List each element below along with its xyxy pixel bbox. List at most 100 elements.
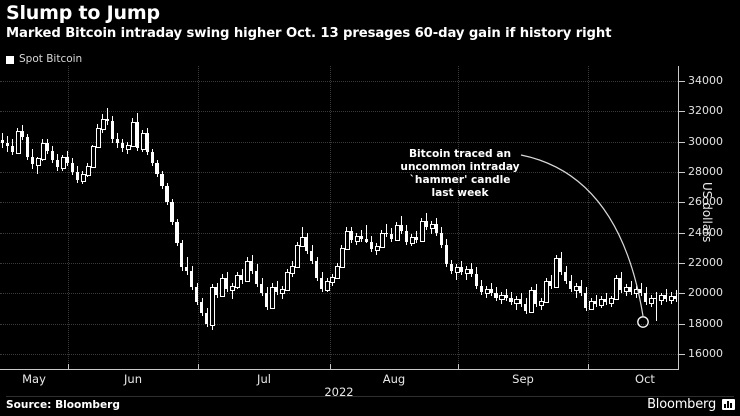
candle-body[interactable]: [429, 223, 435, 229]
candle-body[interactable]: [474, 273, 478, 286]
candle-body[interactable]: [165, 185, 169, 203]
candle-body[interactable]: [45, 143, 49, 151]
candle-body[interactable]: [160, 173, 164, 186]
candle-body[interactable]: [394, 225, 400, 241]
candle-body[interactable]: [280, 288, 286, 294]
candle-body[interactable]: [569, 281, 573, 289]
candle-body[interactable]: [50, 150, 54, 160]
candle-body[interactable]: [444, 244, 448, 265]
candle-body[interactable]: [649, 297, 655, 305]
candle-body[interactable]: [295, 244, 301, 268]
candle-body[interactable]: [210, 287, 216, 326]
candle-body[interactable]: [639, 288, 643, 294]
candle-body[interactable]: [125, 144, 131, 150]
candle-body[interactable]: [594, 300, 598, 304]
candle-body[interactable]: [469, 269, 473, 274]
candle-body[interactable]: [35, 158, 41, 167]
candle-body[interactable]: [85, 165, 91, 176]
candle-body[interactable]: [270, 287, 276, 309]
candle-body[interactable]: [150, 152, 154, 163]
candle-body[interactable]: [619, 278, 623, 291]
candle-body[interactable]: [364, 238, 368, 242]
candle-body[interactable]: [514, 299, 520, 305]
candle-body[interactable]: [65, 156, 69, 163]
candle-body[interactable]: [320, 278, 324, 289]
candle-body[interactable]: [205, 312, 209, 324]
candle-body[interactable]: [479, 285, 483, 292]
candle-body[interactable]: [30, 156, 34, 165]
candle-body[interactable]: [374, 246, 380, 252]
candle-body[interactable]: [344, 231, 350, 250]
candle-body[interactable]: [260, 284, 264, 294]
candle-body[interactable]: [75, 172, 79, 180]
candle-body[interactable]: [654, 297, 658, 300]
candle-body[interactable]: [80, 173, 86, 182]
candle-body[interactable]: [195, 287, 199, 303]
candle-body[interactable]: [140, 132, 146, 150]
candle-body[interactable]: [120, 143, 124, 148]
chart-legend[interactable]: Spot Bitcoin: [6, 54, 82, 65]
candle-body[interactable]: [60, 156, 66, 170]
candle-body[interactable]: [604, 299, 608, 303]
candle-body[interactable]: [439, 232, 443, 245]
candle-body[interactable]: [275, 287, 279, 292]
candle-body[interactable]: [324, 281, 331, 291]
candle-body[interactable]: [170, 202, 174, 223]
candle-body[interactable]: [135, 122, 139, 148]
candle-body[interactable]: [399, 225, 403, 232]
candle-body[interactable]: [70, 162, 74, 173]
candle-body[interactable]: [220, 278, 226, 297]
plot-area[interactable]: [0, 66, 678, 369]
candle-body[interactable]: [419, 220, 425, 243]
candle-body[interactable]: [668, 296, 675, 302]
candle-body[interactable]: [145, 132, 149, 153]
candle-body[interactable]: [404, 231, 408, 242]
candle-body[interactable]: [285, 272, 291, 291]
candle-body[interactable]: [115, 138, 119, 144]
candle-body[interactable]: [409, 237, 415, 244]
candle-body[interactable]: [334, 265, 341, 279]
candle-body[interactable]: [130, 122, 136, 147]
candle-body[interactable]: [534, 290, 538, 304]
candle-body[interactable]: [225, 278, 229, 289]
candle-body[interactable]: [354, 235, 360, 243]
candle-body[interactable]: [509, 297, 513, 303]
candle-body[interactable]: [449, 264, 453, 271]
candle-body[interactable]: [579, 285, 583, 294]
candle-body[interactable]: [105, 119, 109, 121]
candle-body[interactable]: [300, 237, 306, 247]
candle-body[interactable]: [180, 243, 184, 268]
candle-body[interactable]: [310, 250, 314, 262]
candle-body[interactable]: [339, 247, 346, 268]
candle-body[interactable]: [90, 146, 96, 168]
candle-body[interactable]: [230, 285, 236, 291]
candle-body[interactable]: [25, 137, 29, 157]
candle-body[interactable]: [10, 145, 14, 153]
candle-body[interactable]: [414, 237, 418, 241]
candle-body[interactable]: [40, 143, 46, 161]
candle-body[interactable]: [315, 261, 319, 279]
candle-body[interactable]: [524, 303, 528, 312]
candle-body[interactable]: [250, 261, 254, 271]
candle-body[interactable]: [305, 237, 309, 251]
candle-body[interactable]: [349, 231, 353, 241]
candle-body[interactable]: [663, 294, 668, 300]
candle-body[interactable]: [100, 119, 106, 131]
candle-body[interactable]: [5, 143, 9, 146]
candle-body[interactable]: [369, 241, 373, 250]
candle-body[interactable]: [155, 162, 159, 174]
candle-body[interactable]: [175, 222, 179, 244]
candle-body[interactable]: [200, 302, 204, 313]
candle-body[interactable]: [389, 234, 393, 239]
candle-body[interactable]: [0, 140, 5, 144]
candle-body[interactable]: [494, 293, 498, 298]
candle-body[interactable]: [255, 270, 259, 285]
candle-body[interactable]: [659, 294, 665, 302]
candle-body[interactable]: [629, 287, 633, 292]
candle-body[interactable]: [384, 232, 388, 235]
candle-body[interactable]: [20, 131, 24, 138]
candle-body[interactable]: [504, 294, 508, 298]
candle-body[interactable]: [379, 232, 385, 249]
candle-body[interactable]: [110, 120, 114, 139]
candle-body[interactable]: [459, 267, 463, 273]
